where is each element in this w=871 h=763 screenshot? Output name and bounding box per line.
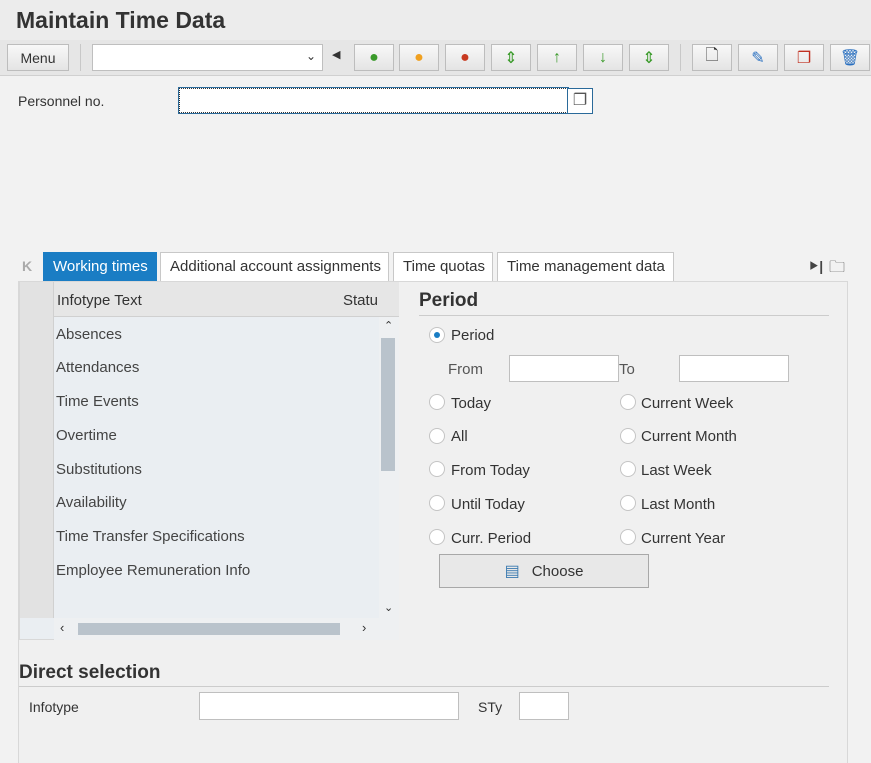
scroll-thumb-horizontal[interactable] [78, 623, 340, 635]
trash-icon: 🗑 [839, 49, 861, 67]
horizontal-scrollbar[interactable]: ‹ › [54, 618, 399, 640]
radio-from-today-label: From Today [451, 462, 530, 479]
radio-current-month-label: Current Month [641, 428, 737, 445]
last-tab-icon[interactable]: ⯈| [808, 258, 824, 274]
radio-current-week-label: Current Week [641, 395, 734, 412]
personnel-label: Personnel no. [18, 93, 105, 109]
tab-time-quotas[interactable]: Time quotas [393, 252, 493, 281]
radio-today-label: Today [451, 395, 492, 412]
choose-label: Choose [531, 562, 584, 580]
radio-all-label: All [451, 428, 468, 445]
list-item[interactable]: Absences [56, 326, 122, 343]
column-header-infotype-text[interactable]: Infotype Text [57, 292, 142, 309]
column-header-status[interactable]: Statu [343, 292, 379, 309]
title-bar [0, 0, 871, 40]
choose-button[interactable]: ▤ Choose [439, 554, 649, 588]
last-record-icon: ⇕ [642, 49, 656, 67]
collapse-arrow-icon[interactable]: ◀ [332, 49, 341, 61]
scroll-thumb[interactable] [381, 338, 395, 471]
first-record-icon: ⇕ [504, 49, 518, 67]
radio-current-month[interactable] [620, 428, 636, 444]
direct-selection-title: Direct selection [19, 662, 161, 683]
previous-record-icon: ↑ [553, 48, 561, 66]
tab-additional-account-assignments[interactable]: Additional account assignments [160, 252, 389, 281]
scroll-down-icon[interactable]: ⌄ [384, 602, 394, 614]
first-tab-icon[interactable]: K [22, 258, 33, 274]
radio-current-year[interactable] [620, 529, 636, 545]
radio-last-month-label: Last Month [641, 496, 716, 513]
radio-today[interactable] [429, 394, 445, 410]
chevron-down-icon[interactable]: ⌄ [305, 49, 316, 63]
create-button[interactable]: 🗋 [692, 44, 732, 71]
vertical-scrollbar[interactable]: ⌃ ⌄ [379, 317, 399, 618]
infotype-input[interactable] [199, 692, 459, 720]
radio-until-today[interactable] [429, 495, 445, 511]
list-item[interactable]: Employee Remuneration Info [56, 562, 251, 579]
tab-list-icon[interactable]: 🗀 [829, 259, 846, 276]
exit-icon: ● [414, 48, 424, 66]
value-help-icon[interactable]: ❐ [567, 88, 593, 114]
to-label: To [619, 361, 635, 378]
period-title: Period [419, 290, 479, 311]
radio-from-today[interactable] [429, 461, 445, 477]
command-field[interactable]: ⌄ [92, 44, 323, 71]
list-item[interactable]: Availability [56, 494, 127, 511]
previous-record-button[interactable]: ↑ [537, 44, 577, 71]
list-item[interactable]: Time Events [56, 393, 139, 410]
from-date-input[interactable] [509, 355, 619, 382]
scroll-left-icon[interactable]: ‹ [60, 620, 65, 635]
radio-current-week[interactable] [620, 394, 636, 410]
back-button[interactable]: ● [354, 44, 394, 71]
pencil-icon: ✎ [751, 49, 765, 67]
cancel-icon: ● [460, 48, 470, 66]
radio-curr-period[interactable] [429, 529, 445, 545]
personnel-input[interactable] [178, 87, 569, 114]
infotype-table: Infotype Text Statu ⌃ ⌄ ‹ › [19, 281, 399, 640]
radio-last-week-label: Last Week [641, 462, 712, 479]
choose-icon: ▤ [504, 563, 520, 580]
radio-last-month[interactable] [620, 495, 636, 511]
list-item[interactable]: Substitutions [56, 461, 142, 478]
radio-current-year-label: Current Year [641, 530, 726, 547]
last-record-button[interactable]: ⇕ [629, 44, 669, 71]
menu-button[interactable]: Menu [7, 44, 69, 71]
radio-curr-period-label: Curr. Period [451, 530, 532, 547]
toolbar: Menu ⌄ ◀ ● ● ● ⇕ ↑ ↓ ⇕ 🗋 ✎ ❐ 🗑 [0, 40, 871, 76]
first-record-button[interactable]: ⇕ [491, 44, 531, 71]
subtype-label: STy [478, 699, 503, 715]
scroll-up-icon[interactable]: ⌃ [384, 320, 394, 332]
radio-all[interactable] [429, 428, 445, 444]
tab-time-management-data[interactable]: Time management data [497, 252, 674, 281]
subtype-input[interactable] [519, 692, 569, 720]
next-record-icon: ↓ [599, 48, 607, 66]
infotype-label: Infotype [29, 699, 79, 715]
radio-period-label: Period [451, 327, 495, 344]
tab-working-times[interactable]: Working times [43, 252, 157, 281]
from-label: From [448, 361, 483, 378]
page-title: Maintain Time Data [16, 7, 226, 33]
radio-last-week[interactable] [620, 461, 636, 477]
back-icon: ● [369, 48, 379, 66]
scroll-right-icon[interactable]: › [362, 620, 367, 635]
to-date-input[interactable] [679, 355, 789, 382]
copy-button[interactable]: ❐ [784, 44, 824, 71]
list-item[interactable]: Attendances [56, 359, 140, 376]
change-button[interactable]: ✎ [738, 44, 778, 71]
create-icon: 🗋 [705, 47, 719, 64]
list-item[interactable]: Overtime [56, 427, 117, 444]
list-item[interactable]: Time Transfer Specifications [56, 528, 245, 545]
copy-icon: ❐ [796, 49, 812, 67]
radio-period[interactable] [429, 327, 445, 343]
next-record-button[interactable]: ↓ [583, 44, 623, 71]
delete-button[interactable]: 🗑 [830, 44, 870, 71]
cancel-button[interactable]: ● [445, 44, 485, 71]
exit-button[interactable]: ● [399, 44, 439, 71]
radio-until-today-label: Until Today [451, 496, 525, 513]
